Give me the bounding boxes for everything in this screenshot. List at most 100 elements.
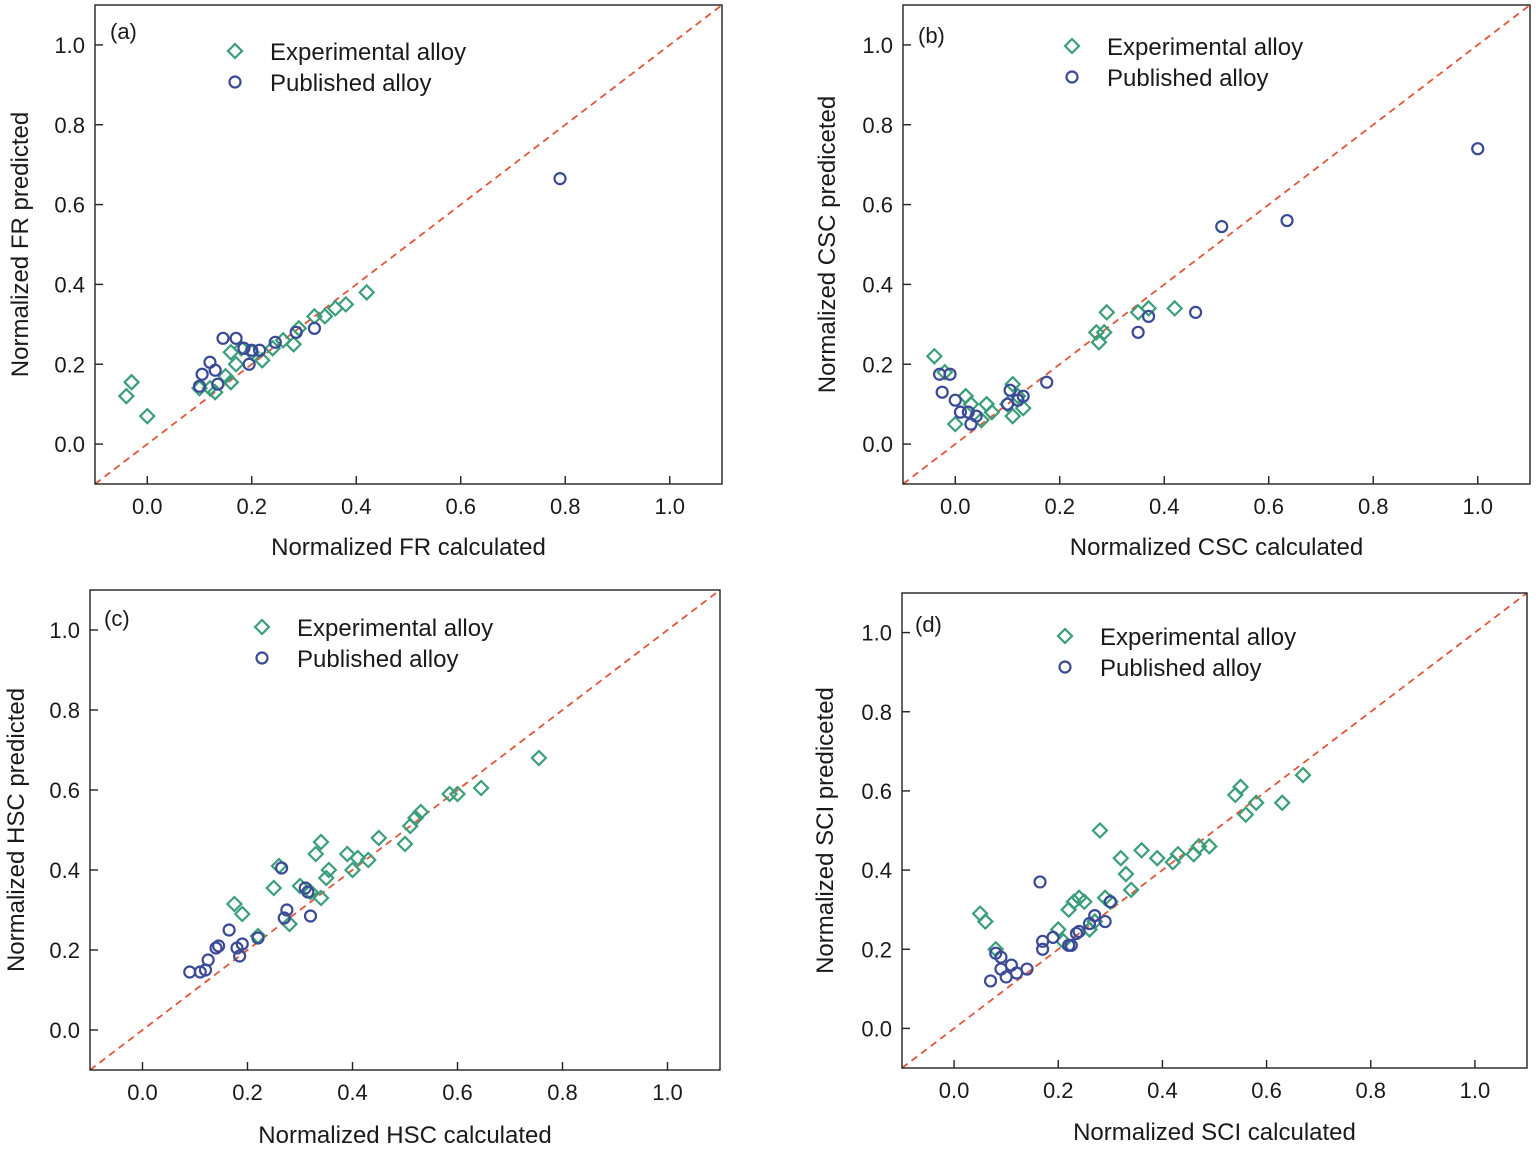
data-point bbox=[117, 387, 135, 405]
data-point bbox=[123, 373, 141, 391]
data-point bbox=[1091, 821, 1109, 840]
series-group bbox=[183, 861, 318, 979]
x-tick-label: 0.8 bbox=[1355, 1078, 1386, 1103]
data-point bbox=[1166, 299, 1184, 317]
legend-label: Experimental alloy bbox=[1107, 34, 1303, 61]
y-tick-label: 0.0 bbox=[54, 432, 85, 457]
data-point bbox=[396, 835, 414, 853]
legend-label: Experimental alloy bbox=[1100, 624, 1296, 651]
data-point bbox=[1020, 962, 1034, 976]
data-point bbox=[307, 845, 325, 863]
x-tick-label: 0.0 bbox=[939, 1078, 970, 1103]
data-point bbox=[1117, 865, 1135, 883]
legend: Experimental alloy Published alloy bbox=[1063, 34, 1303, 92]
reference-line bbox=[901, 592, 1528, 1069]
data-point bbox=[301, 883, 320, 901]
data-point bbox=[264, 339, 282, 357]
y-tick-label: 1.0 bbox=[862, 33, 893, 58]
data-point bbox=[1273, 794, 1291, 812]
data-point bbox=[303, 909, 318, 923]
x-tick-label: 0.8 bbox=[547, 1080, 578, 1105]
data-point bbox=[1103, 895, 1117, 909]
y-tick-label: 0.8 bbox=[862, 113, 893, 138]
y-tick-label: 0.8 bbox=[54, 113, 85, 138]
data-point bbox=[943, 367, 957, 381]
data-point bbox=[280, 915, 299, 933]
data-point bbox=[983, 974, 998, 988]
y-tick-label: 1.0 bbox=[54, 33, 85, 58]
x-tick-label: 1.0 bbox=[652, 1080, 683, 1105]
x-tick-label: 0.8 bbox=[1358, 494, 1389, 519]
data-point bbox=[301, 885, 315, 899]
x-tick-label: 0.2 bbox=[236, 494, 267, 519]
y-tick-label: 0.6 bbox=[54, 193, 85, 218]
legend-marker bbox=[253, 618, 271, 636]
data-point bbox=[1064, 938, 1078, 952]
data-point bbox=[252, 343, 267, 357]
data-point bbox=[1133, 841, 1151, 859]
plot-frame bbox=[94, 4, 723, 485]
legend-marker bbox=[228, 75, 242, 89]
data-point bbox=[1033, 875, 1047, 889]
data-point bbox=[195, 367, 209, 381]
data-point bbox=[242, 357, 256, 371]
x-tick-label: 0.6 bbox=[1253, 494, 1284, 519]
x-axis-title: Normalized HSC calculated bbox=[258, 1122, 551, 1149]
scatter-panel: 0.0 0.2 0.4 0.6 0.8 1.0 0.0 0.2 0.4 0.6 0.8 1.0 Norm… bbox=[7, 4, 723, 561]
data-point bbox=[1004, 407, 1022, 425]
data-point bbox=[1098, 914, 1112, 929]
data-point bbox=[946, 415, 964, 433]
data-point bbox=[553, 172, 567, 186]
reference-line bbox=[89, 589, 721, 1071]
x-tick-label: 0.0 bbox=[940, 494, 971, 519]
data-point bbox=[291, 877, 309, 895]
data-point bbox=[972, 411, 990, 429]
data-point bbox=[312, 889, 330, 907]
series-group bbox=[932, 142, 1485, 431]
panel-label: (b) bbox=[918, 23, 945, 48]
x-tick-label: 0.0 bbox=[132, 494, 163, 519]
data-point bbox=[412, 803, 430, 821]
data-point bbox=[1040, 375, 1054, 389]
data-point bbox=[229, 331, 243, 345]
data-point bbox=[983, 403, 1001, 421]
data-point bbox=[1471, 142, 1485, 156]
data-point bbox=[289, 325, 303, 339]
x-axis-title: Normalized CSC calculated bbox=[1070, 534, 1363, 561]
data-point bbox=[233, 949, 247, 963]
x-tick-label: 0.4 bbox=[1147, 1078, 1178, 1103]
legend-label: Experimental alloy bbox=[270, 39, 466, 66]
data-point bbox=[1069, 926, 1084, 941]
legend-label: Published alloy bbox=[297, 646, 458, 673]
data-point bbox=[251, 931, 265, 945]
data-point bbox=[222, 923, 236, 937]
y-tick-label: 1.0 bbox=[49, 618, 80, 643]
data-point bbox=[275, 861, 289, 875]
data-point bbox=[201, 953, 215, 967]
data-point bbox=[277, 911, 291, 925]
legend-marker bbox=[226, 42, 244, 60]
data-point bbox=[1046, 930, 1060, 944]
data-point bbox=[338, 845, 356, 863]
legend-marker bbox=[1058, 660, 1072, 674]
x-tick-label: 0.0 bbox=[127, 1080, 158, 1105]
data-point bbox=[280, 903, 294, 917]
data-point bbox=[472, 779, 490, 797]
data-point bbox=[208, 363, 222, 377]
y-tick-label: 0.4 bbox=[862, 272, 893, 297]
legend-marker bbox=[255, 651, 269, 665]
legend: Experimental alloy Published alloy bbox=[253, 615, 493, 673]
data-point bbox=[358, 283, 376, 301]
data-point bbox=[1215, 219, 1229, 234]
data-point bbox=[406, 809, 425, 827]
x-tick-label: 0.2 bbox=[1043, 1078, 1074, 1103]
data-point bbox=[307, 321, 322, 335]
data-point bbox=[1140, 299, 1158, 317]
data-point bbox=[211, 377, 225, 391]
data-point bbox=[1004, 375, 1022, 393]
y-tick-label: 0.4 bbox=[49, 858, 80, 883]
data-point bbox=[1112, 849, 1130, 867]
data-point bbox=[312, 833, 330, 851]
y-tick-label: 0.6 bbox=[49, 778, 80, 803]
data-point bbox=[359, 851, 377, 869]
